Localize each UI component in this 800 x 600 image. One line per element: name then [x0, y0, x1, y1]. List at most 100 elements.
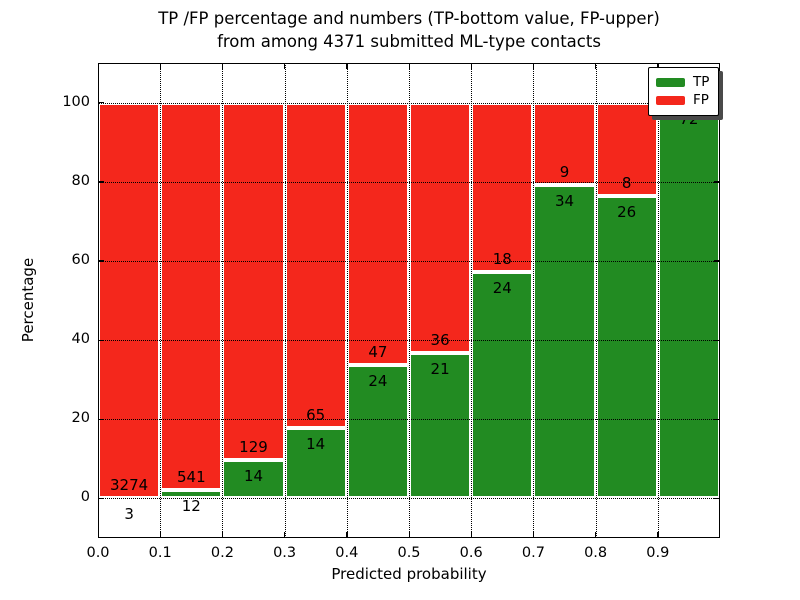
chart-title: TP /FP percentage and numbers (TP-bottom… — [98, 7, 720, 53]
bar-label-tp: 21 — [430, 359, 450, 378]
x-tick-mark — [346, 63, 348, 69]
bar-segment-tp — [346, 364, 409, 499]
bar-segment-tp — [284, 428, 347, 499]
x-tick-label: 0.2 — [210, 545, 234, 561]
bar-segment-tp — [471, 272, 534, 499]
y-tick-label: 80 — [71, 172, 90, 189]
bar-label-tp: 34 — [554, 192, 575, 211]
bar-segment-tp — [409, 352, 472, 499]
bar-label-fp: 18 — [492, 250, 512, 269]
x-axis-label: Predicted probability — [331, 565, 487, 583]
y-tick-mark — [98, 497, 104, 500]
x-tick-label: 0.5 — [397, 545, 421, 561]
bar-label-fp: 36 — [430, 330, 450, 349]
y-tick-mark — [98, 260, 104, 262]
bar-label-tp: 14 — [306, 435, 326, 454]
x-tick-label: 0.3 — [273, 545, 297, 561]
y-tick-mark — [98, 339, 104, 341]
x-tick-mark — [346, 532, 348, 538]
x-tick-mark — [470, 63, 472, 69]
y-tick-mark — [714, 260, 720, 262]
x-tick-mark — [657, 532, 659, 538]
x-tick-mark — [595, 532, 597, 538]
bar-label-fp: 3274 — [110, 476, 149, 495]
x-tick-mark — [221, 532, 224, 538]
legend-item-tp: TP — [656, 75, 709, 90]
x-tick-mark — [532, 63, 535, 69]
y-tick-mark — [714, 497, 720, 500]
x-tick-mark — [284, 63, 286, 69]
y-tick-mark — [714, 339, 720, 341]
gridline-vertical — [346, 63, 348, 538]
x-tick-mark — [657, 63, 659, 69]
bar-label-tp: 14 — [243, 466, 264, 485]
bar-segment-tp — [595, 195, 658, 499]
y-tick-label: 40 — [71, 331, 90, 348]
bar-segment-fp — [471, 102, 534, 273]
bar-label-fp: 47 — [368, 342, 388, 361]
chart-title-line2: from among 4371 submitted ML-type contac… — [217, 32, 601, 51]
bar-segment-fp — [222, 102, 285, 460]
gridline-vertical — [160, 63, 162, 538]
x-tick-mark — [221, 63, 224, 69]
x-tick-mark — [159, 63, 161, 69]
y-tick-label: 20 — [71, 410, 90, 427]
legend-item-fp: FP — [656, 93, 709, 108]
bar-label-tp: 24 — [492, 279, 512, 298]
chart-title-line1: TP /FP percentage and numbers (TP-bottom… — [158, 9, 660, 28]
bar-segment-fp — [346, 102, 409, 365]
gridline-vertical — [222, 63, 224, 538]
x-tick-label: 0.9 — [646, 545, 670, 561]
x-tick-mark — [408, 532, 410, 538]
y-axis-label: Percentage — [19, 257, 37, 343]
bar-segment-fp — [409, 102, 472, 353]
bar-segment-fp — [533, 102, 596, 186]
bar-segment-tp — [222, 459, 285, 499]
x-tick-mark — [284, 532, 286, 538]
tp-swatch-icon — [656, 78, 685, 87]
y-tick-mark — [714, 418, 720, 421]
x-tick-label: 0.6 — [459, 545, 483, 561]
bar-label-fp: 541 — [176, 467, 206, 486]
bar-segment-tp — [657, 102, 720, 499]
y-tick-label: 60 — [71, 251, 90, 268]
gridline-vertical — [657, 63, 659, 538]
plot-area: 3274 3 541 12 129 14 65 14 47 24 36 21 18 24 9 34 8 26 72 — [97, 63, 720, 538]
x-tick-mark — [97, 532, 99, 538]
x-tick-mark — [97, 63, 99, 69]
fp-swatch-icon — [656, 96, 685, 105]
bar-segment-fp — [160, 102, 223, 490]
x-tick-mark — [595, 63, 597, 69]
legend: TP FP — [648, 67, 720, 116]
y-tick-mark — [98, 102, 104, 104]
y-tick-mark — [98, 418, 104, 421]
x-tick-label: 0.1 — [148, 545, 172, 561]
y-tick-label: 100 — [62, 93, 90, 110]
x-tick-label: 0.8 — [584, 545, 608, 561]
bar-label-fp: 8 — [621, 173, 632, 192]
gridline-vertical — [533, 63, 535, 538]
gridline-vertical — [409, 63, 410, 538]
x-tick-mark — [159, 532, 161, 538]
y-tick-mark — [98, 181, 104, 183]
gridline-vertical — [284, 63, 286, 538]
bar-segment-fp — [595, 102, 658, 196]
x-tick-mark — [532, 532, 535, 538]
x-tick-mark — [470, 532, 472, 538]
bar-label-tp: 24 — [368, 371, 388, 390]
legend-label-tp: TP — [693, 74, 710, 90]
bar-segment-tp — [160, 489, 223, 499]
bar-segment-fp — [284, 102, 347, 429]
legend-label-fp: FP — [693, 92, 709, 108]
x-tick-label: 0.0 — [86, 545, 110, 561]
gridline-vertical — [471, 63, 473, 538]
x-tick-label: 0.4 — [335, 545, 359, 561]
y-tick-mark — [714, 181, 720, 183]
bar-segment-fp — [98, 102, 161, 499]
bar-segment-tp — [533, 185, 596, 499]
bar-label-tp: 26 — [617, 202, 637, 221]
bar-label-tp: 3 — [124, 505, 134, 524]
x-tick-mark — [408, 63, 410, 69]
bar-label-tp: 12 — [181, 496, 201, 515]
